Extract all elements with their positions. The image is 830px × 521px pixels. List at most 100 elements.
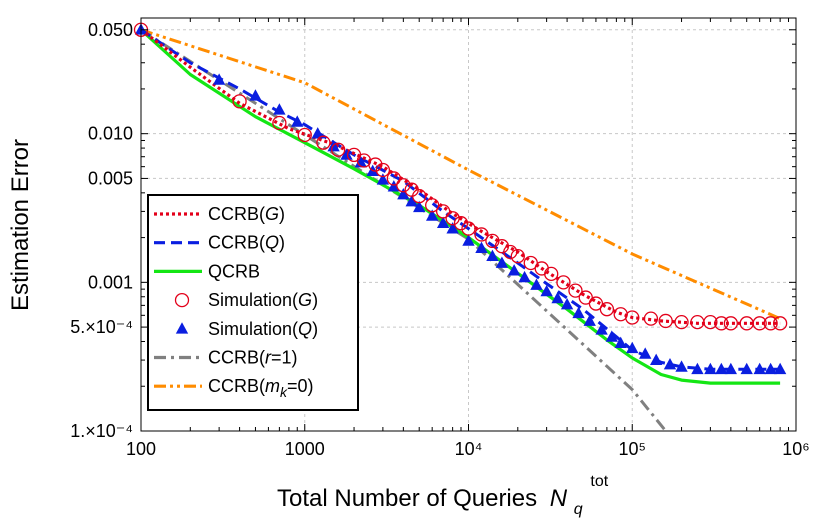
legend-box (147, 194, 359, 411)
series-point-simulation-g (556, 275, 571, 290)
legend-label-suffix: =0) (287, 376, 314, 396)
legend-label-italic: G (265, 204, 279, 224)
series-line-ccrb-m-k-0 (140, 28, 781, 320)
y-tick-label: 0.001 (88, 272, 133, 292)
legend-label-qcrb: QCRB (208, 261, 260, 281)
series-point-simulation-q (291, 115, 304, 127)
x-tick-label: 10⁶ (782, 439, 809, 459)
series-point-simulation-g (453, 216, 469, 231)
series-point-simulation-q (540, 284, 553, 297)
series-point-simulation-g (474, 227, 489, 242)
series-point-simulation-g (588, 296, 604, 311)
legend-label-prefix: CCRB( (208, 348, 265, 368)
y-tick-label: 0.005 (88, 168, 133, 188)
x-tick-label: 10⁵ (619, 439, 646, 459)
series-point-simulation-g (386, 171, 401, 186)
series-point-simulation-q (518, 270, 531, 283)
series-point-simulation-q (340, 148, 353, 160)
legend-label-italic: G (298, 290, 312, 310)
series-point-simulation-q (495, 256, 509, 268)
series-point-simulation-g (599, 302, 615, 317)
legend-label-suffix: ) (312, 290, 318, 310)
series-point-simulation-g (703, 314, 718, 330)
series-point-simulation-q (397, 187, 410, 200)
series-point-simulation-g (435, 204, 451, 219)
series-point-simulation-g (396, 178, 411, 193)
series-point-simulation-q (405, 194, 418, 207)
series-point-simulation-g (316, 135, 331, 150)
y-tick-label: 0.010 (88, 124, 133, 144)
series-point-simulation-g (445, 211, 460, 226)
series-point-simulation-q (764, 362, 777, 375)
x-axis-title-sub: q (574, 501, 583, 518)
series-point-simulation-g (763, 316, 778, 331)
legend-label-sub: k (280, 384, 288, 400)
legend-label-prefix: Simulation( (208, 319, 298, 339)
series-point-simulation-q (773, 362, 787, 375)
legend-label-suffix: =1) (271, 348, 298, 368)
legend-marker-simulation-g (174, 292, 190, 308)
legend-label-ccrb-m-k-0: CCRB(mk=0) (208, 376, 314, 400)
legend-label-prefix: CCRB( (208, 233, 265, 253)
legend-label-prefix: Simulation( (208, 290, 298, 310)
y-tick-label: 0.050 (88, 20, 133, 40)
legend-label-suffix: ) (279, 233, 285, 253)
series-point-simulation-q (691, 362, 704, 375)
series-point-simulation-q (753, 362, 766, 375)
legend-label-prefix: CCRB( (208, 376, 265, 396)
y-tick-label: 1.×10⁻⁴ (70, 421, 133, 441)
series-point-simulation-q (650, 353, 663, 365)
series-point-simulation-q (675, 360, 688, 372)
legend: CCRB(G)CCRB(Q)QCRBSimulation(G)Simulatio… (147, 194, 359, 411)
series-point-simulation-g (568, 283, 583, 298)
series-point-simulation-g (578, 290, 593, 305)
series-point-simulation-q (387, 180, 401, 192)
series-point-simulation-g (723, 316, 738, 331)
legend-label-prefix: CCRB( (208, 204, 265, 224)
y-tick-label: 5.×10⁻⁴ (70, 317, 133, 337)
series-point-simulation-g (331, 142, 346, 157)
legend-label-ccrb-r-1: CCRB(r=1) (208, 348, 298, 368)
legend-marker-simulation-q (175, 322, 189, 334)
legend-label-simulation-g: Simulation(G) (208, 290, 318, 310)
series-point-simulation-q (212, 73, 226, 85)
series-point-simulation-g (658, 313, 673, 329)
series-point-simulation-q (704, 362, 717, 375)
x-tick-labels: 100 1000 10⁴ 10⁵ 10⁶ (126, 439, 810, 459)
series-point-simulation-q (740, 362, 753, 375)
x-tick-label: 10⁴ (455, 439, 483, 459)
series-point-simulation-q (486, 249, 499, 262)
series-point-simulation-q (425, 209, 439, 221)
legend-label-ccrb-g: CCRB(G) (208, 204, 285, 224)
x-tick-label: 100 (126, 439, 156, 459)
legend-label-ccrb-q: CCRB(Q) (208, 233, 285, 253)
series-point-simulation-q (639, 347, 652, 359)
x-tick-label: 1000 (285, 439, 325, 459)
series-point-simulation-q (595, 323, 608, 335)
series-point-simulation-q (507, 264, 521, 276)
axis-ticks (140, 17, 797, 432)
series-point-simulation-q (311, 127, 324, 139)
series-point-simulation-q (583, 314, 596, 326)
series-point-simulation-q (560, 297, 574, 310)
series-point-simulation-g (510, 249, 525, 264)
series-line-ccrb-g (140, 28, 781, 325)
series-point-simulation-q (572, 306, 585, 319)
legend-label-simulation-q: Simulation(Q) (208, 319, 318, 339)
series-point-simulation-g (412, 188, 427, 204)
series-point-simulation-q (446, 222, 459, 234)
x-axis-title: Total Number of Queries N q tot (277, 473, 609, 520)
series-point-simulation-g (503, 244, 518, 260)
series-point-simulation-q (530, 278, 543, 290)
x-axis-title-text: Total Number of Queries (277, 485, 537, 512)
legend-label-italic: Q (298, 319, 312, 339)
series-point-simulation-q (436, 216, 450, 229)
series-point-simulation-g (714, 316, 729, 331)
series-point-simulation-q (715, 362, 728, 375)
series-point-simulation-q (249, 89, 262, 101)
series-point-simulation-q (626, 341, 639, 354)
series-point-simulation-q (413, 200, 426, 213)
series-point-simulation-q (462, 234, 475, 246)
series-point-simulation-g (232, 94, 247, 109)
series-point-simulation-g (375, 162, 391, 178)
